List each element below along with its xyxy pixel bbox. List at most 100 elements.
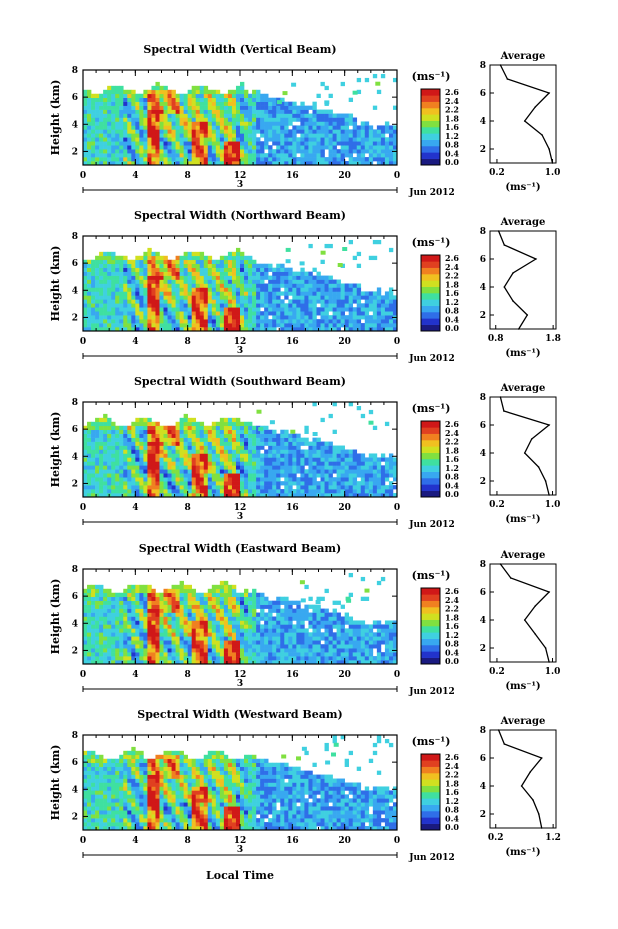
heatmap-cell [211, 137, 217, 142]
heatmap-cell [260, 283, 265, 288]
heatmap-cell [288, 477, 293, 482]
heatmap-cell [356, 453, 362, 458]
heatmap-cell [340, 113, 345, 118]
heatmap-cell [244, 473, 249, 478]
heatmap-cell [127, 640, 132, 645]
heatmap-cell [392, 465, 398, 470]
heatmap-cell [151, 648, 156, 653]
heatmap-cell [143, 101, 148, 106]
heatmap-cell [203, 149, 209, 154]
heatmap-cell [171, 648, 176, 653]
heatmap-cell [231, 323, 237, 328]
heatmap-cell [131, 113, 136, 118]
heatmap-cell [244, 445, 249, 450]
heatmap-cell [135, 608, 140, 613]
heatmap-cell [91, 279, 96, 284]
heatmap-cell [135, 421, 140, 427]
heatmap-cell [83, 271, 88, 276]
heatmap-cell [308, 157, 313, 162]
heatmap-cell [244, 465, 249, 470]
heatmap-cell [248, 433, 253, 438]
heatmap-cell [227, 299, 233, 304]
heatmap-cell [203, 485, 209, 490]
heatmap-cell [91, 141, 96, 146]
heatmap-cell [87, 263, 92, 268]
heatmap-cell [324, 133, 329, 138]
heatmap-cell [83, 489, 88, 494]
heatmap-cell [167, 291, 172, 296]
heatmap-cell [119, 319, 124, 324]
heatmap-cell [300, 161, 305, 166]
heatmap-cell [115, 141, 120, 146]
heatmap-cell [195, 457, 201, 462]
colorbar-swatch [421, 478, 440, 485]
profile-y-tick-label: 2 [480, 145, 486, 155]
heatmap-cell [111, 133, 116, 138]
heatmap-cell [211, 133, 217, 138]
heatmap-cell [284, 101, 289, 106]
heatmap-cell [107, 465, 112, 470]
heatmap-cell [163, 303, 168, 308]
heatmap-cell [215, 620, 221, 625]
heatmap-cell [159, 453, 164, 458]
heatmap-cell [111, 469, 116, 474]
heatmap-cell [328, 493, 333, 498]
heatmap-cell [159, 608, 164, 613]
heatmap-cell [191, 481, 197, 486]
heatmap-cell [127, 263, 132, 268]
heatmap-cell [147, 481, 152, 486]
heatmap-cell [219, 133, 225, 138]
heatmap-cell [91, 145, 96, 150]
heatmap-cell [223, 299, 229, 304]
heatmap-cell [195, 303, 201, 308]
heatmap-cell [131, 267, 136, 272]
heatmap-cell [147, 616, 152, 621]
heatmap-cell [119, 648, 124, 653]
heatmap-cell [207, 161, 213, 166]
heatmap-cell [139, 417, 144, 423]
heatmap-cell [111, 279, 116, 284]
heatmap-cell [316, 445, 321, 450]
heatmap-cell [211, 129, 217, 134]
heatmap-cell [211, 283, 217, 288]
heatmap-cell [151, 616, 156, 621]
heatmap-cell [227, 141, 233, 146]
heatmap-cell [384, 319, 390, 324]
heatmap-cell [384, 137, 390, 142]
heatmap-cell [171, 279, 176, 284]
heatmap-cell [231, 291, 237, 296]
heatmap-cell [288, 109, 293, 114]
heatmap-cell [235, 141, 241, 146]
heatmap-cell [268, 149, 273, 154]
heatmap-cell [219, 149, 225, 154]
heatmap-cell [199, 445, 205, 450]
heatmap-cell [244, 255, 249, 261]
heatmap-cell [135, 129, 140, 134]
heatmap-cell [252, 477, 257, 482]
heatmap-cell [143, 644, 148, 649]
heatmap-cell [211, 465, 217, 470]
heatmap-cell [235, 481, 241, 486]
heatmap-cell [139, 660, 144, 665]
heatmap-cell [83, 283, 88, 288]
heatmap-cell [284, 469, 289, 474]
heatmap-cell [123, 109, 128, 114]
heatmap-cell [159, 648, 164, 653]
heatmap-cell [203, 157, 209, 162]
heatmap-cell [344, 323, 349, 328]
heatmap-cell [175, 315, 180, 320]
heatmap-cell [203, 473, 209, 478]
heatmap-cell [227, 485, 233, 490]
heatmap-cell [264, 275, 269, 280]
heatmap-cell [312, 303, 317, 308]
heatmap-cell [159, 592, 164, 598]
heatmap-cell [235, 133, 241, 138]
heatmap-cell [183, 295, 188, 300]
heatmap-cell [252, 125, 257, 130]
heatmap-cell [328, 469, 333, 474]
heatmap-cell [199, 105, 205, 110]
heatmap-cell [328, 287, 333, 292]
heatmap-cell [159, 485, 164, 490]
heatmap-cell [296, 485, 301, 490]
heatmap-cell [83, 287, 88, 292]
